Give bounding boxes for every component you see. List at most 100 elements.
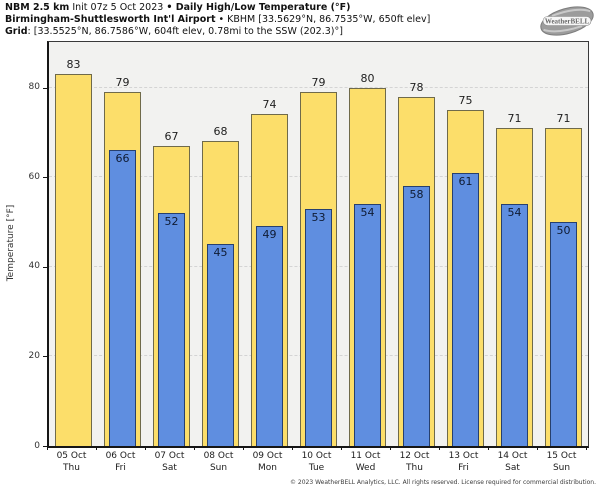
low-value-label: 52 bbox=[164, 215, 179, 229]
x-tick-date: 06 Oct bbox=[105, 451, 136, 461]
x-tick-date: 14 Oct bbox=[497, 451, 528, 461]
low-value-label: 66 bbox=[115, 152, 130, 166]
y-axis-title: Temperature [°F] bbox=[6, 204, 16, 282]
low-bar: 66 bbox=[109, 150, 136, 446]
y-tick-mark bbox=[43, 446, 47, 447]
x-tick-date: 10 Oct bbox=[301, 451, 332, 461]
x-tick-mark bbox=[341, 447, 342, 450]
x-tick-date: 11 Oct bbox=[350, 451, 381, 461]
x-tick-label-05-Oct: 05 Oct Thu bbox=[47, 451, 96, 474]
low-bar: 54 bbox=[501, 204, 528, 446]
bar-group-13-Oct: 75 61 bbox=[441, 42, 490, 446]
high-value-label: 71 bbox=[507, 111, 522, 125]
low-bar: 45 bbox=[207, 244, 234, 446]
low-bar: 53 bbox=[305, 208, 332, 446]
low-bar: 49 bbox=[256, 226, 283, 446]
low-bar: 50 bbox=[550, 222, 577, 446]
x-tick-day: Sat bbox=[505, 462, 520, 473]
x-tick-day: Wed bbox=[355, 462, 376, 473]
x-tick-label-09-Oct: 09 Oct Mon bbox=[243, 451, 292, 474]
chart-header: NBM 2.5 km Init 07z 5 Oct 2023 • Daily H… bbox=[5, 2, 430, 38]
low-bar: 54 bbox=[354, 204, 381, 446]
x-tick-label-07-Oct: 07 Oct Sat bbox=[145, 451, 194, 474]
bar-group-09-Oct: 74 49 bbox=[245, 42, 294, 446]
x-tick-date: 09 Oct bbox=[252, 451, 283, 461]
y-tick-label: 0 bbox=[34, 440, 40, 451]
model-name: NBM 2.5 km bbox=[5, 2, 70, 13]
bar-group-10-Oct: 79 53 bbox=[294, 42, 343, 446]
high-value-label: 67 bbox=[164, 129, 179, 143]
bar-group-05-Oct: 83 bbox=[49, 42, 98, 446]
x-tick-mark bbox=[537, 447, 538, 450]
x-tick-label-10-Oct: 10 Oct Tue bbox=[292, 451, 341, 474]
x-tick-day: Tue bbox=[308, 462, 325, 473]
low-value-label: 50 bbox=[556, 224, 571, 237]
high-value-label: 74 bbox=[262, 98, 277, 112]
y-tick-mark bbox=[43, 177, 47, 179]
logo-text: WeatherBELL bbox=[545, 17, 590, 25]
x-tick-day: Sun bbox=[209, 462, 228, 473]
x-tick-mark bbox=[194, 447, 195, 450]
high-value-label: 75 bbox=[458, 94, 473, 107]
x-tick-mark bbox=[439, 447, 440, 450]
low-value-label: 45 bbox=[213, 246, 228, 260]
plot-area: 83 79 66 67 52 68 45 74 49 79 53 80 54 78 58 75 61 71 54 71… bbox=[47, 41, 589, 448]
low-value-label: 49 bbox=[262, 228, 277, 242]
y-tick-label: 60 bbox=[28, 171, 40, 182]
high-value-label: 68 bbox=[213, 125, 228, 139]
x-tick-day: Thu bbox=[406, 462, 423, 473]
title-line-2: Birmingham-Shuttlesworth Int'l Airport •… bbox=[5, 14, 430, 26]
y-tick-label: 20 bbox=[28, 350, 40, 361]
title-line-3: Grid: [33.5525°N, 86.7586°W, 604ft elev,… bbox=[5, 26, 430, 38]
x-tick-label-15-Oct: 15 Oct Sun bbox=[537, 451, 586, 474]
x-tick-day: Sat bbox=[162, 462, 177, 473]
low-bar: 61 bbox=[452, 172, 479, 446]
chart-title: • Daily High/Low Temperature (°F) bbox=[166, 2, 351, 13]
bar-group-11-Oct: 80 54 bbox=[343, 42, 392, 446]
x-tick-date: 07 Oct bbox=[154, 451, 185, 461]
x-tick-label-06-Oct: 06 Oct Fri bbox=[96, 451, 145, 474]
title-line-1: NBM 2.5 km Init 07z 5 Oct 2023 • Daily H… bbox=[5, 2, 430, 14]
x-tick-day: Sun bbox=[552, 462, 571, 473]
low-value-label: 53 bbox=[311, 210, 326, 224]
x-tick-mark bbox=[145, 447, 146, 450]
low-bar: 58 bbox=[403, 186, 430, 446]
bar-group-14-Oct: 71 54 bbox=[490, 42, 539, 446]
bar-group-15-Oct: 71 50 bbox=[539, 42, 588, 446]
high-value-label: 71 bbox=[556, 111, 571, 125]
high-value-label: 78 bbox=[409, 80, 424, 94]
x-tick-day: Mon bbox=[258, 462, 277, 473]
x-tick-label-11-Oct: 11 Oct Wed bbox=[341, 451, 390, 474]
grid-coords: : [33.5525°N, 86.7586°W, 604ft elev, 0.7… bbox=[27, 26, 343, 37]
low-bar: 52 bbox=[158, 213, 185, 446]
bar-group-12-Oct: 78 58 bbox=[392, 42, 441, 446]
low-value-label: 54 bbox=[507, 206, 522, 220]
x-tick-day: Thu bbox=[63, 462, 80, 473]
x-tick-date: 12 Oct bbox=[399, 451, 430, 461]
bar-group-06-Oct: 79 66 bbox=[98, 42, 147, 446]
low-value-label: 54 bbox=[360, 206, 375, 220]
weatherbell-logo: WeatherBELL bbox=[540, 6, 594, 36]
x-tick-label-08-Oct: 08 Oct Sun bbox=[194, 451, 243, 474]
x-tick-mark bbox=[47, 447, 48, 450]
y-tick-mark bbox=[43, 87, 47, 89]
y-tick-label: 80 bbox=[28, 82, 40, 93]
x-tick-mark bbox=[292, 447, 293, 450]
low-value-label: 61 bbox=[458, 174, 473, 188]
y-tick-mark bbox=[43, 266, 47, 268]
y-tick-label: 40 bbox=[28, 261, 40, 272]
high-value-label: 83 bbox=[66, 58, 81, 72]
x-tick-mark bbox=[488, 447, 489, 450]
x-tick-date: 05 Oct bbox=[56, 451, 87, 461]
x-tick-day: Fri bbox=[458, 462, 469, 473]
station-coords: • KBHM [33.5629°N, 86.7535°W, 650ft elev… bbox=[215, 14, 431, 25]
x-tick-day: Fri bbox=[115, 462, 126, 473]
high-value-label: 79 bbox=[115, 76, 130, 90]
x-tick-date: 15 Oct bbox=[546, 451, 577, 461]
station-name: Birmingham-Shuttlesworth Int'l Airport bbox=[5, 14, 216, 25]
x-tick-mark bbox=[96, 447, 97, 450]
x-tick-mark bbox=[390, 447, 391, 450]
y-tick-mark bbox=[43, 356, 47, 358]
grid-label: Grid bbox=[5, 26, 28, 37]
bar-group-08-Oct: 68 45 bbox=[196, 42, 245, 446]
